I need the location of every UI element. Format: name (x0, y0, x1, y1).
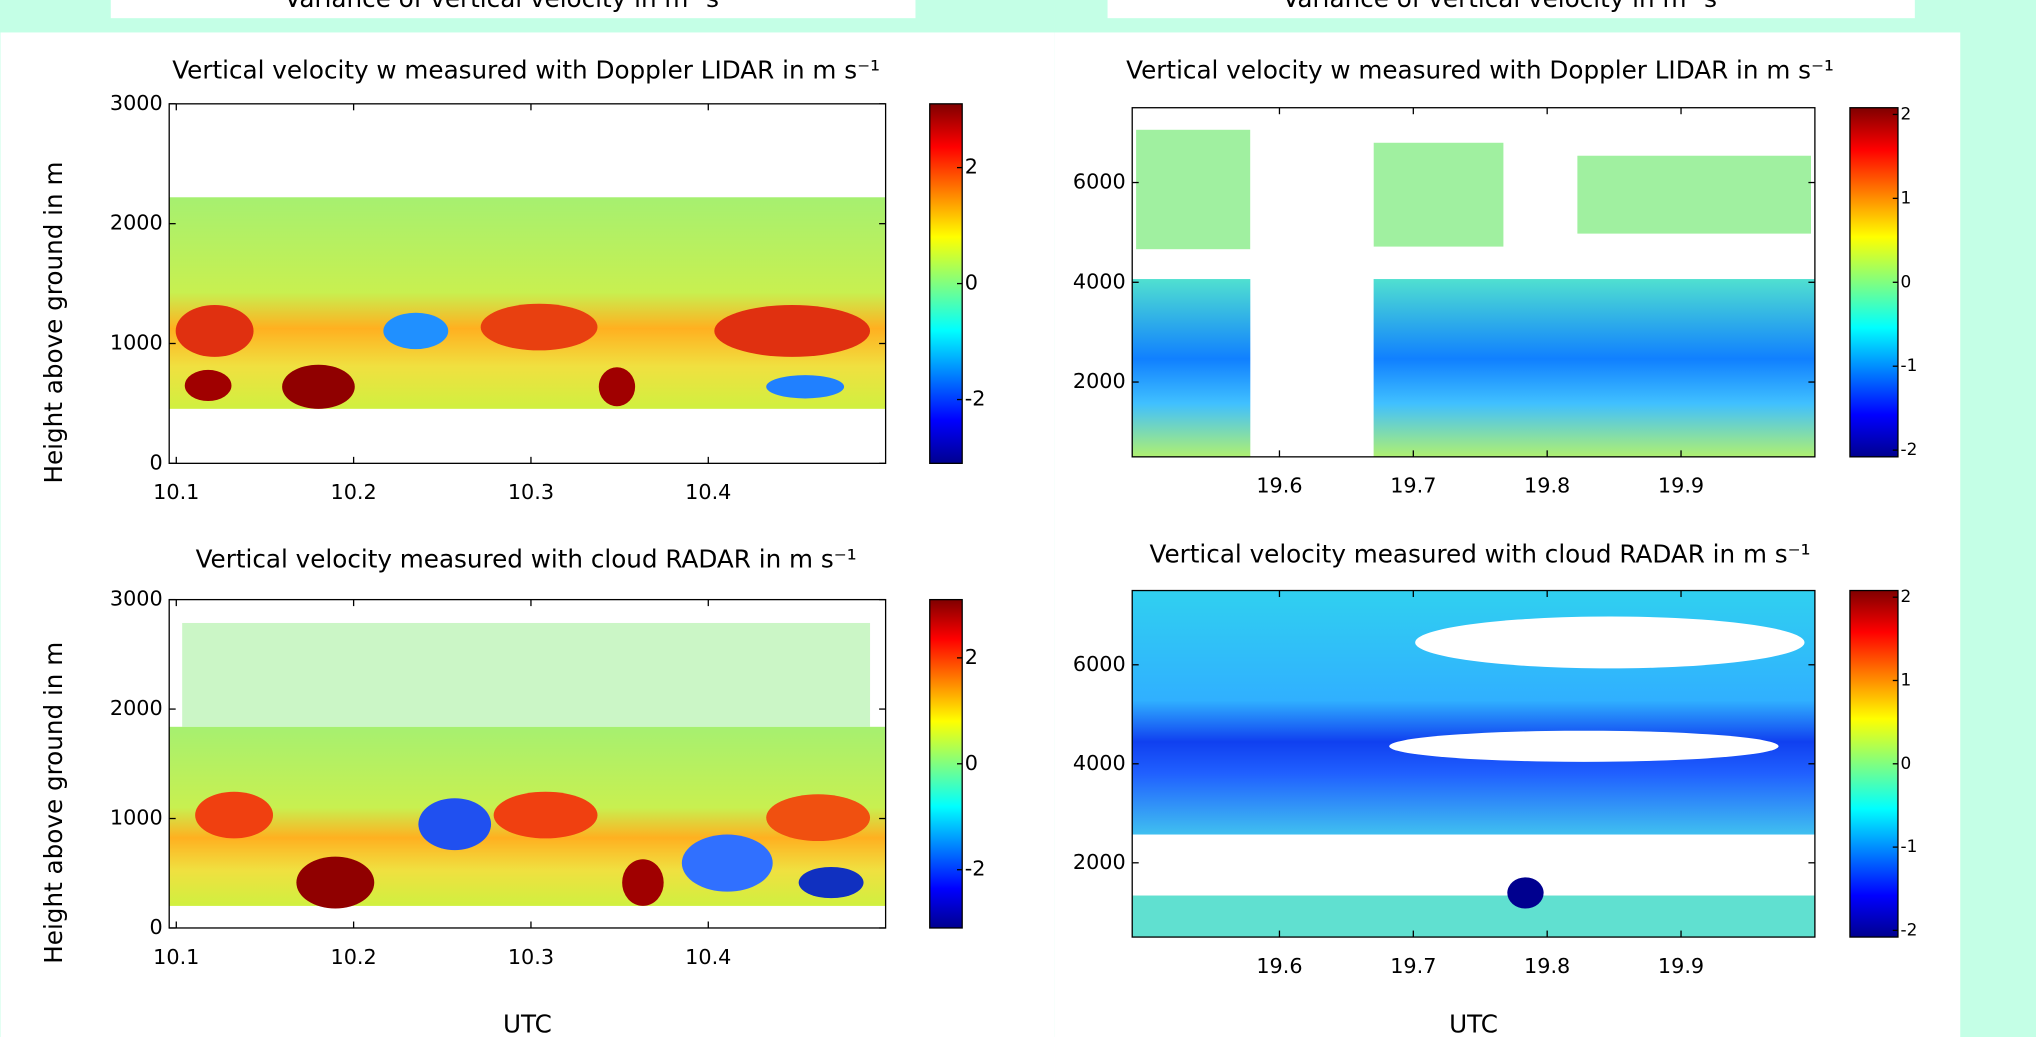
chart-title: Vertical velocity w measured with Dopple… (1126, 55, 1834, 84)
x-tick-label: 19.9 (1658, 954, 1704, 978)
x-tick-label: 10.4 (685, 945, 731, 969)
colorbar-tick-label: -2 (1901, 439, 1918, 459)
y-tick-label: 3000 (110, 587, 163, 611)
colorbar-tick-label: -2 (965, 387, 986, 411)
banner (1107, 0, 1915, 19)
banner-text: Variance of vertical velocity in m² s⁻² (284, 0, 741, 13)
colorbar-tick-label: 2 (965, 155, 978, 179)
x-tick-label: 10.2 (331, 480, 377, 504)
y-tick-label: 3000 (110, 91, 163, 115)
y-tick-label: 4000 (1073, 751, 1126, 775)
y-tick-label: 6000 (1073, 170, 1126, 194)
colorbar-tick-label: -2 (965, 857, 986, 881)
colorbar (1849, 107, 1899, 458)
chart-title: Vertical velocity w measured with Dopple… (172, 55, 880, 84)
x-tick-label: 19.7 (1390, 474, 1436, 498)
colorbar-tick-label: 0 (965, 751, 978, 775)
x-tick-label: 10.1 (153, 945, 199, 969)
y-axis-label: Height above ground in m (39, 162, 68, 484)
x-tick-label: 19.8 (1524, 474, 1570, 498)
colorbar (929, 598, 963, 929)
x-tick-label: 19.7 (1390, 954, 1436, 978)
y-tick-label: 1000 (110, 806, 163, 830)
x-tick-label: 10.2 (331, 945, 377, 969)
colorbar-tick-label: -1 (1901, 355, 1918, 375)
colorbar-tick-label: 2 (1901, 103, 1912, 123)
x-tick-label: 10.3 (508, 945, 554, 969)
y-tick-label: 2000 (1073, 850, 1126, 874)
x-axis-label: UTC (1449, 1009, 1498, 1037)
colorbar-tick-label: 1 (1901, 187, 1912, 207)
colorbar-tick-label: -2 (1901, 919, 1918, 939)
y-tick-label: 6000 (1073, 652, 1126, 676)
x-tick-label: 10.3 (508, 480, 554, 504)
colorbar-tick-label: -1 (1901, 836, 1918, 856)
colorbar-tick-label: 1 (1901, 669, 1912, 689)
y-tick-label: 2000 (1073, 369, 1126, 393)
y-tick-label: 0 (149, 450, 162, 474)
x-tick-label: 10.4 (685, 480, 731, 504)
x-tick-label: 19.9 (1658, 474, 1704, 498)
colorbar-tick-label: 2 (1901, 586, 1912, 606)
x-tick-label: 10.1 (153, 480, 199, 504)
y-tick-label: 0 (149, 915, 162, 939)
y-axis-label: Height above ground in m (39, 642, 68, 964)
banner-text: Variance of vertical velocity in m² s⁻² (1282, 0, 1739, 13)
x-axis-label: UTC (503, 1009, 552, 1037)
banner (110, 0, 916, 19)
x-tick-label: 19.6 (1256, 954, 1302, 978)
chart-title: Vertical velocity measured with cloud RA… (196, 545, 857, 574)
plot-frame (168, 598, 887, 929)
field-image (169, 107, 1815, 938)
colorbar-tick-label: 0 (1901, 271, 1912, 291)
colorbar (1849, 589, 1899, 938)
x-tick-label: 19.8 (1524, 954, 1570, 978)
y-tick-label: 2000 (110, 211, 163, 235)
y-tick-label: 1000 (110, 331, 163, 355)
plot-frame (168, 103, 887, 464)
colorbar-tick-label: 2 (965, 645, 978, 669)
x-tick-label: 19.6 (1256, 474, 1302, 498)
colorbar-tick-label: 0 (1901, 753, 1912, 773)
chart-title: Vertical velocity measured with cloud RA… (1150, 539, 1811, 568)
y-tick-label: 4000 (1073, 269, 1126, 293)
colorbar-tick-label: 0 (965, 271, 978, 295)
y-tick-label: 2000 (110, 696, 163, 720)
